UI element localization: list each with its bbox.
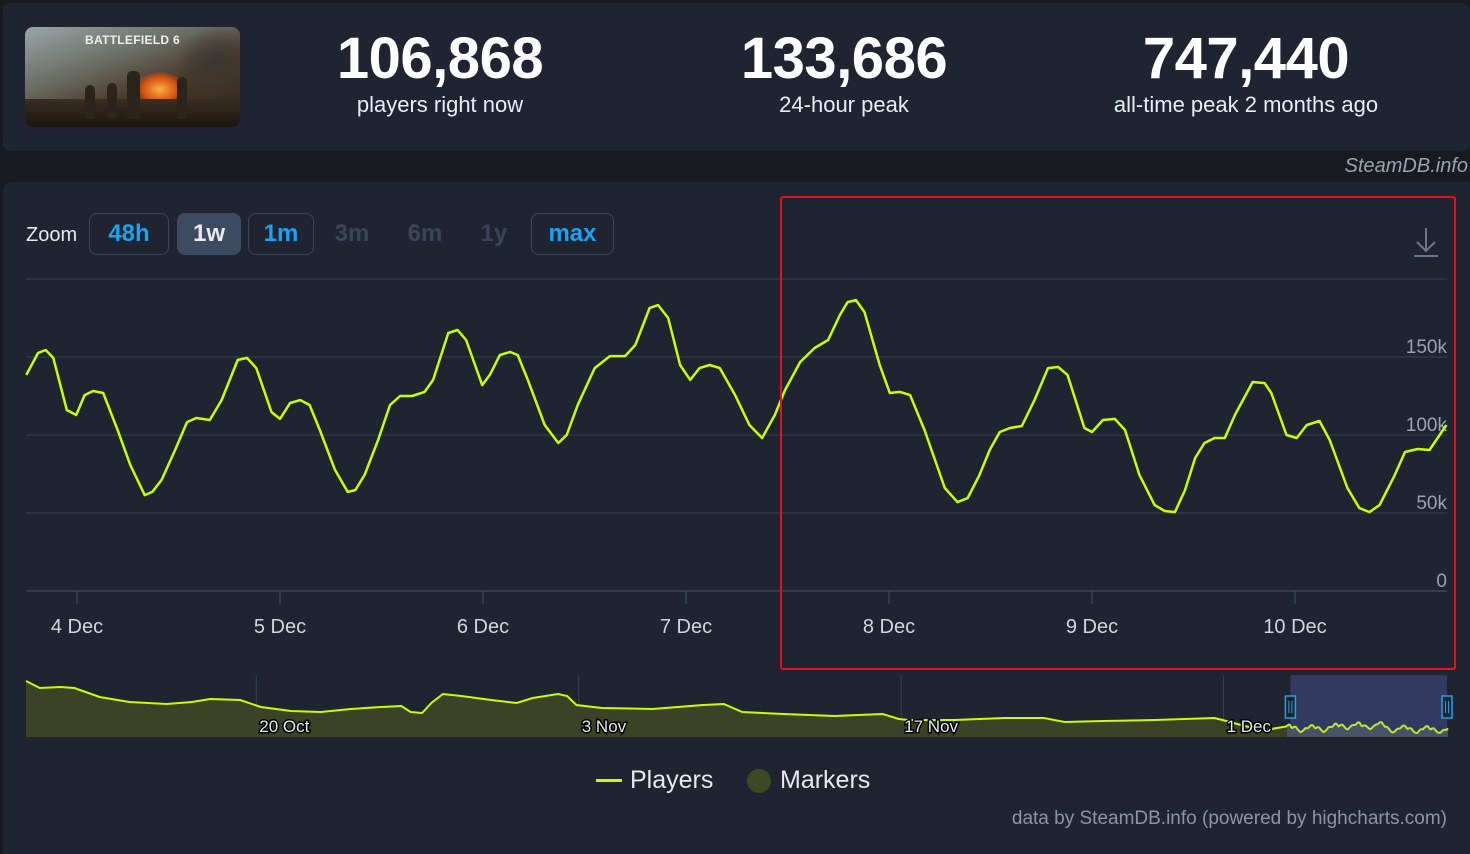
navigator-selected-area xyxy=(1286,722,1449,737)
x-tick-label: 4 Dec xyxy=(51,616,103,638)
stat-all-time-peak: 747,440 all-time peak 2 months ago xyxy=(1076,28,1416,118)
stat-value: 747,440 xyxy=(1142,26,1350,91)
legend-label: Players xyxy=(630,766,714,794)
x-tick-label: 9 Dec xyxy=(1066,616,1118,638)
zoom-1y-button: 1y xyxy=(466,213,522,255)
zoom-label: Zoom xyxy=(26,224,78,246)
navigator-selected-line xyxy=(1286,721,1449,735)
chart-card xyxy=(3,182,1470,854)
legend-item-markers[interactable]: Markers xyxy=(747,766,870,795)
cover-soldier xyxy=(85,85,95,119)
legend-item-players[interactable]: Players xyxy=(596,766,713,795)
navigator-date-label: 17 Nov xyxy=(904,717,958,736)
x-tick-label: 6 Dec xyxy=(457,616,509,638)
game-cover-image[interactable]: BATTLEFIELD 6 xyxy=(25,27,240,127)
markers-legend-circle-icon xyxy=(747,768,771,793)
stat-value: 106,868 xyxy=(336,26,544,91)
x-tick-label: 7 Dec xyxy=(660,616,712,638)
navigator-left-handle[interactable] xyxy=(1284,695,1297,719)
navigator-date-label: 20 Oct xyxy=(259,717,309,736)
legend-label: Markers xyxy=(780,766,871,794)
players-series-line[interactable] xyxy=(25,298,1448,514)
stats-header xyxy=(3,3,1470,151)
cover-soldier xyxy=(107,83,117,119)
y-tick-label: 100k xyxy=(1406,415,1448,436)
steamdb-credit[interactable]: SteamDB.info xyxy=(1344,155,1468,177)
game-logo: BATTLEFIELD 6 xyxy=(84,33,180,47)
navigator-date-label: 1 Dec xyxy=(1227,717,1272,736)
x-tick-label: 10 Dec xyxy=(1263,616,1326,638)
cover-soldier xyxy=(127,71,140,119)
stat-label: all-time peak 2 months ago xyxy=(1113,92,1379,117)
zoom-max-button[interactable]: max xyxy=(531,213,614,255)
cover-soldier xyxy=(177,77,187,119)
zoom-48h-button[interactable]: 48h xyxy=(89,213,169,255)
highcharts-credit[interactable]: data by SteamDB.info (powered by highcha… xyxy=(1011,808,1447,829)
y-tick-label: 50k xyxy=(1416,493,1447,514)
download-button[interactable] xyxy=(1408,222,1444,258)
x-tick-label: 5 Dec xyxy=(254,616,306,638)
stat-current-players: 106,868 players right now xyxy=(290,28,590,118)
download-icon xyxy=(1414,228,1438,257)
x-tick-label: 8 Dec xyxy=(863,616,915,638)
y-tick-label: 150k xyxy=(1406,337,1448,358)
zoom-3m-button: 3m xyxy=(322,213,382,255)
stat-value: 133,686 xyxy=(740,26,948,91)
stat-24h-peak: 133,686 24-hour peak xyxy=(694,28,994,118)
zoom-1w-button[interactable]: 1w xyxy=(177,213,241,255)
stat-label: 24-hour peak xyxy=(779,92,909,117)
zoom-1m-button[interactable]: 1m xyxy=(248,213,314,255)
navigator-line xyxy=(25,680,1288,732)
navigator-right-handle[interactable] xyxy=(1441,695,1453,719)
navigator-date-label: 3 Nov xyxy=(582,717,627,736)
y-tick-label: 0 xyxy=(1436,571,1447,592)
stat-label: players right now xyxy=(356,92,524,117)
zoom-6m-button: 6m xyxy=(394,213,456,255)
players-legend-line-icon xyxy=(596,779,622,782)
